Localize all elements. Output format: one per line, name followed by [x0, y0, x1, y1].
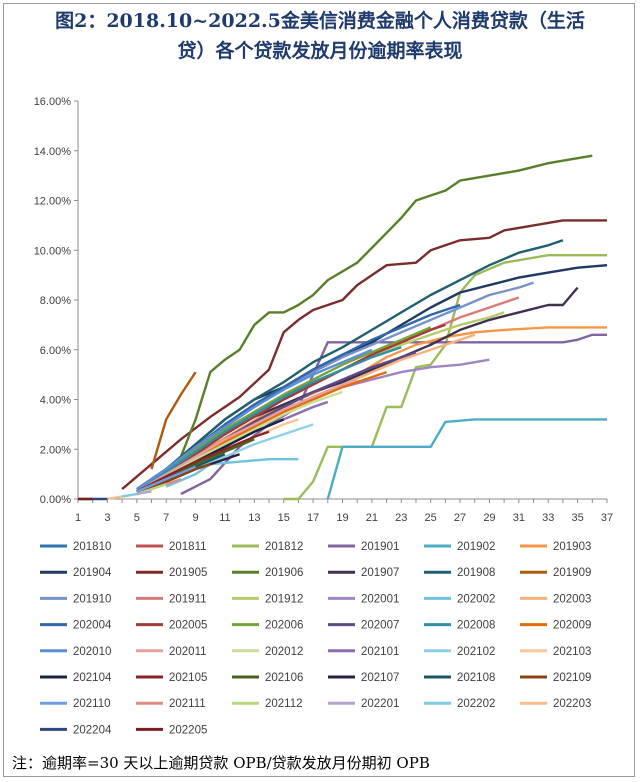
series-line-202006 — [136, 326, 432, 491]
y-tick-label: 12.00% — [34, 196, 72, 208]
legend-label-201902: 201902 — [457, 541, 495, 553]
series-line-201906 — [179, 154, 593, 458]
x-tick-label: 33 — [542, 512, 554, 524]
legend-label-201908: 201908 — [457, 567, 495, 579]
chart-frame — [3, 3, 635, 777]
x-tick-label: 9 — [192, 512, 198, 524]
x-tick-label: 19 — [336, 512, 348, 524]
x-tick-label: 25 — [425, 512, 437, 524]
legend-label-201904: 201904 — [73, 567, 112, 579]
legend-label-202204: 202204 — [73, 724, 112, 736]
series-line-202011 — [136, 378, 358, 493]
y-tick-label: 4.00% — [40, 395, 71, 407]
legend-label-202103: 202103 — [553, 646, 591, 658]
x-tick-label: 3 — [104, 512, 110, 524]
legend-label-202009: 202009 — [553, 620, 591, 632]
y-tick-label: 8.00% — [40, 295, 71, 307]
x-tick-label: 29 — [483, 512, 495, 524]
series-line-202005 — [136, 323, 446, 493]
legend-label-201909: 201909 — [553, 567, 591, 579]
x-tick-label: 7 — [163, 512, 169, 524]
x-tick-label: 17 — [307, 512, 319, 524]
legend-label-201911: 201911 — [169, 593, 207, 605]
x-tick-label: 11 — [219, 512, 230, 524]
y-tick-label: 10.00% — [34, 245, 72, 257]
x-tick-label: 31 — [513, 512, 525, 524]
legend-label-202202: 202202 — [457, 698, 495, 710]
series-line-202002 — [165, 458, 299, 488]
legend-label-202012: 202012 — [265, 646, 303, 658]
y-tick-label: 16.00% — [34, 96, 72, 108]
series-line-201908 — [136, 239, 564, 491]
series-line-202203 — [107, 495, 123, 501]
legend-label-202003: 202003 — [553, 593, 591, 605]
legend-label-202106: 202106 — [265, 672, 303, 684]
legend-label-202104: 202104 — [73, 672, 112, 684]
legend-label-202108: 202108 — [457, 672, 495, 684]
x-tick-label: 27 — [454, 512, 466, 524]
legend-label-202102: 202102 — [457, 646, 495, 658]
legend-label-202002: 202002 — [457, 593, 495, 605]
y-tick-label: 6.00% — [40, 345, 71, 357]
chart-title-line-1: 图2：2018.10~2022.5金美信消费金融个人消费贷款（生活 — [55, 10, 585, 32]
legend-label-202111: 202111 — [169, 698, 206, 710]
legend-label-202011: 202011 — [169, 646, 207, 658]
x-tick-label: 15 — [278, 512, 290, 524]
legend-label-202109: 202109 — [553, 672, 591, 684]
legend-label-201912: 201912 — [265, 593, 303, 605]
legend-label-202001: 202001 — [361, 593, 399, 605]
legend-label-202203: 202203 — [553, 698, 591, 710]
legend-label-201812: 201812 — [265, 541, 303, 553]
x-tick-label: 13 — [248, 512, 260, 524]
x-tick-label: 21 — [366, 512, 378, 524]
legend-label-202105: 202105 — [169, 672, 207, 684]
chart-title-line-2: 贷）各个贷款发放月份逾期率表现 — [177, 40, 463, 62]
legend-label-201811: 201811 — [169, 541, 207, 553]
series-line-202110 — [136, 465, 197, 493]
line-chart: 0.00% 2.00% 4.00% 6.00% 8.00% 10.00% 12.00% 14.… — [34, 96, 613, 736]
x-tick-label: 37 — [601, 512, 613, 524]
series-line-202008 — [136, 346, 402, 491]
series-line-201812 — [283, 253, 607, 501]
legend-label-201905: 201905 — [169, 567, 207, 579]
legend-label-201910: 201910 — [73, 593, 111, 605]
legend-label-202005: 202005 — [169, 620, 207, 632]
legend-label-201907: 201907 — [361, 567, 399, 579]
y-tick-label: 2.00% — [40, 444, 71, 456]
legend-label-202006: 202006 — [265, 620, 303, 632]
legend-label-201901: 201901 — [361, 541, 399, 553]
x-tick-label: 35 — [571, 512, 583, 524]
legend-label-201906: 201906 — [265, 567, 303, 579]
legend-label-202107: 202107 — [361, 672, 399, 684]
legend-label-201903: 201903 — [553, 541, 591, 553]
legend-label-201810: 201810 — [73, 541, 111, 553]
series-line-201902 — [326, 418, 607, 500]
legend-label-202101: 202101 — [361, 646, 399, 658]
legend-label-202004: 202004 — [73, 620, 112, 632]
legend-label-202110: 202110 — [73, 698, 111, 710]
y-tick-label: 0.00% — [40, 494, 71, 506]
legend-label-202205: 202205 — [169, 724, 207, 736]
chart-title: 图2：2018.10~2022.5金美信消费金融个人消费贷款（生活 贷）各个贷款… — [0, 6, 640, 66]
y-tick-label: 14.00% — [34, 146, 72, 158]
series-line-202010 — [136, 348, 373, 491]
legend-label-202008: 202008 — [457, 620, 495, 632]
legend-label-202112: 202112 — [265, 698, 303, 710]
footnote: 注：逾期率=30 天以上逾期贷款 OPB/贷款发放月份期初 OPB — [12, 754, 430, 772]
legend-label-202010: 202010 — [73, 646, 111, 658]
x-tick-label: 23 — [395, 512, 407, 524]
legend-label-202201: 202201 — [361, 698, 399, 710]
legend-label-202007: 202007 — [361, 620, 399, 632]
series-line-201909 — [150, 371, 197, 470]
x-tick-label: 1 — [75, 512, 81, 524]
series-line-201905 — [121, 219, 607, 491]
x-tick-label: 5 — [134, 512, 140, 524]
series-line-202105 — [136, 430, 270, 493]
